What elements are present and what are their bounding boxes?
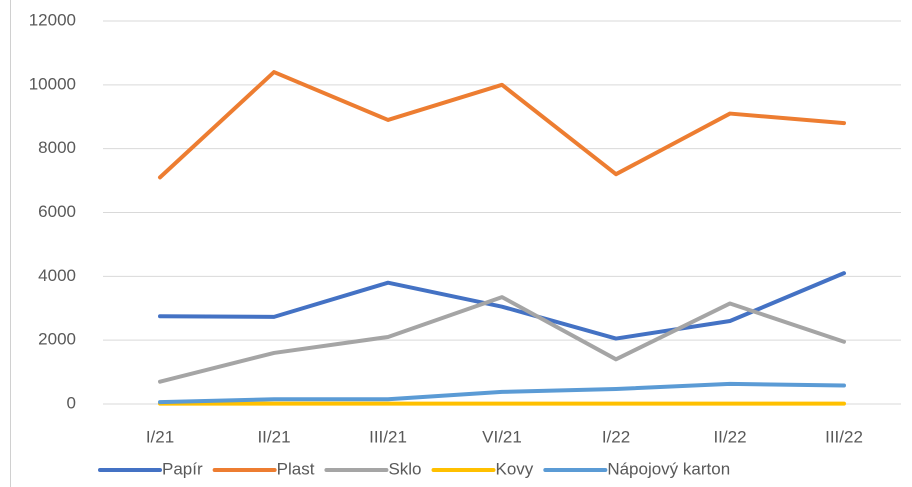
- legend-label: Kovy: [496, 459, 534, 478]
- legend-label: Nápojový karton: [607, 459, 730, 478]
- y-tick-label: 8000: [38, 138, 76, 157]
- x-tick-label: II/21: [257, 427, 290, 446]
- x-tick-label: I/21: [146, 427, 174, 446]
- y-tick-label: 0: [67, 393, 76, 412]
- y-tick-label: 12000: [29, 10, 76, 29]
- legend-label: Plast: [277, 459, 315, 478]
- x-tick-label: III/21: [369, 427, 407, 446]
- series-line: [158, 70, 846, 180]
- legend-label: Sklo: [388, 459, 421, 478]
- x-tick-label: III/22: [825, 427, 863, 446]
- series-line: [158, 381, 846, 405]
- series-line: [158, 295, 846, 384]
- series-line: [158, 271, 846, 341]
- x-tick-label: II/22: [713, 427, 746, 446]
- y-tick-label: 2000: [38, 330, 76, 349]
- legend-label: Papír: [162, 459, 203, 478]
- x-tick-label: VI/21: [482, 427, 522, 446]
- y-tick-label: 4000: [38, 266, 76, 285]
- y-tick-label: 10000: [29, 74, 76, 93]
- x-tick-label: I/22: [602, 427, 630, 446]
- y-tick-label: 6000: [38, 202, 76, 221]
